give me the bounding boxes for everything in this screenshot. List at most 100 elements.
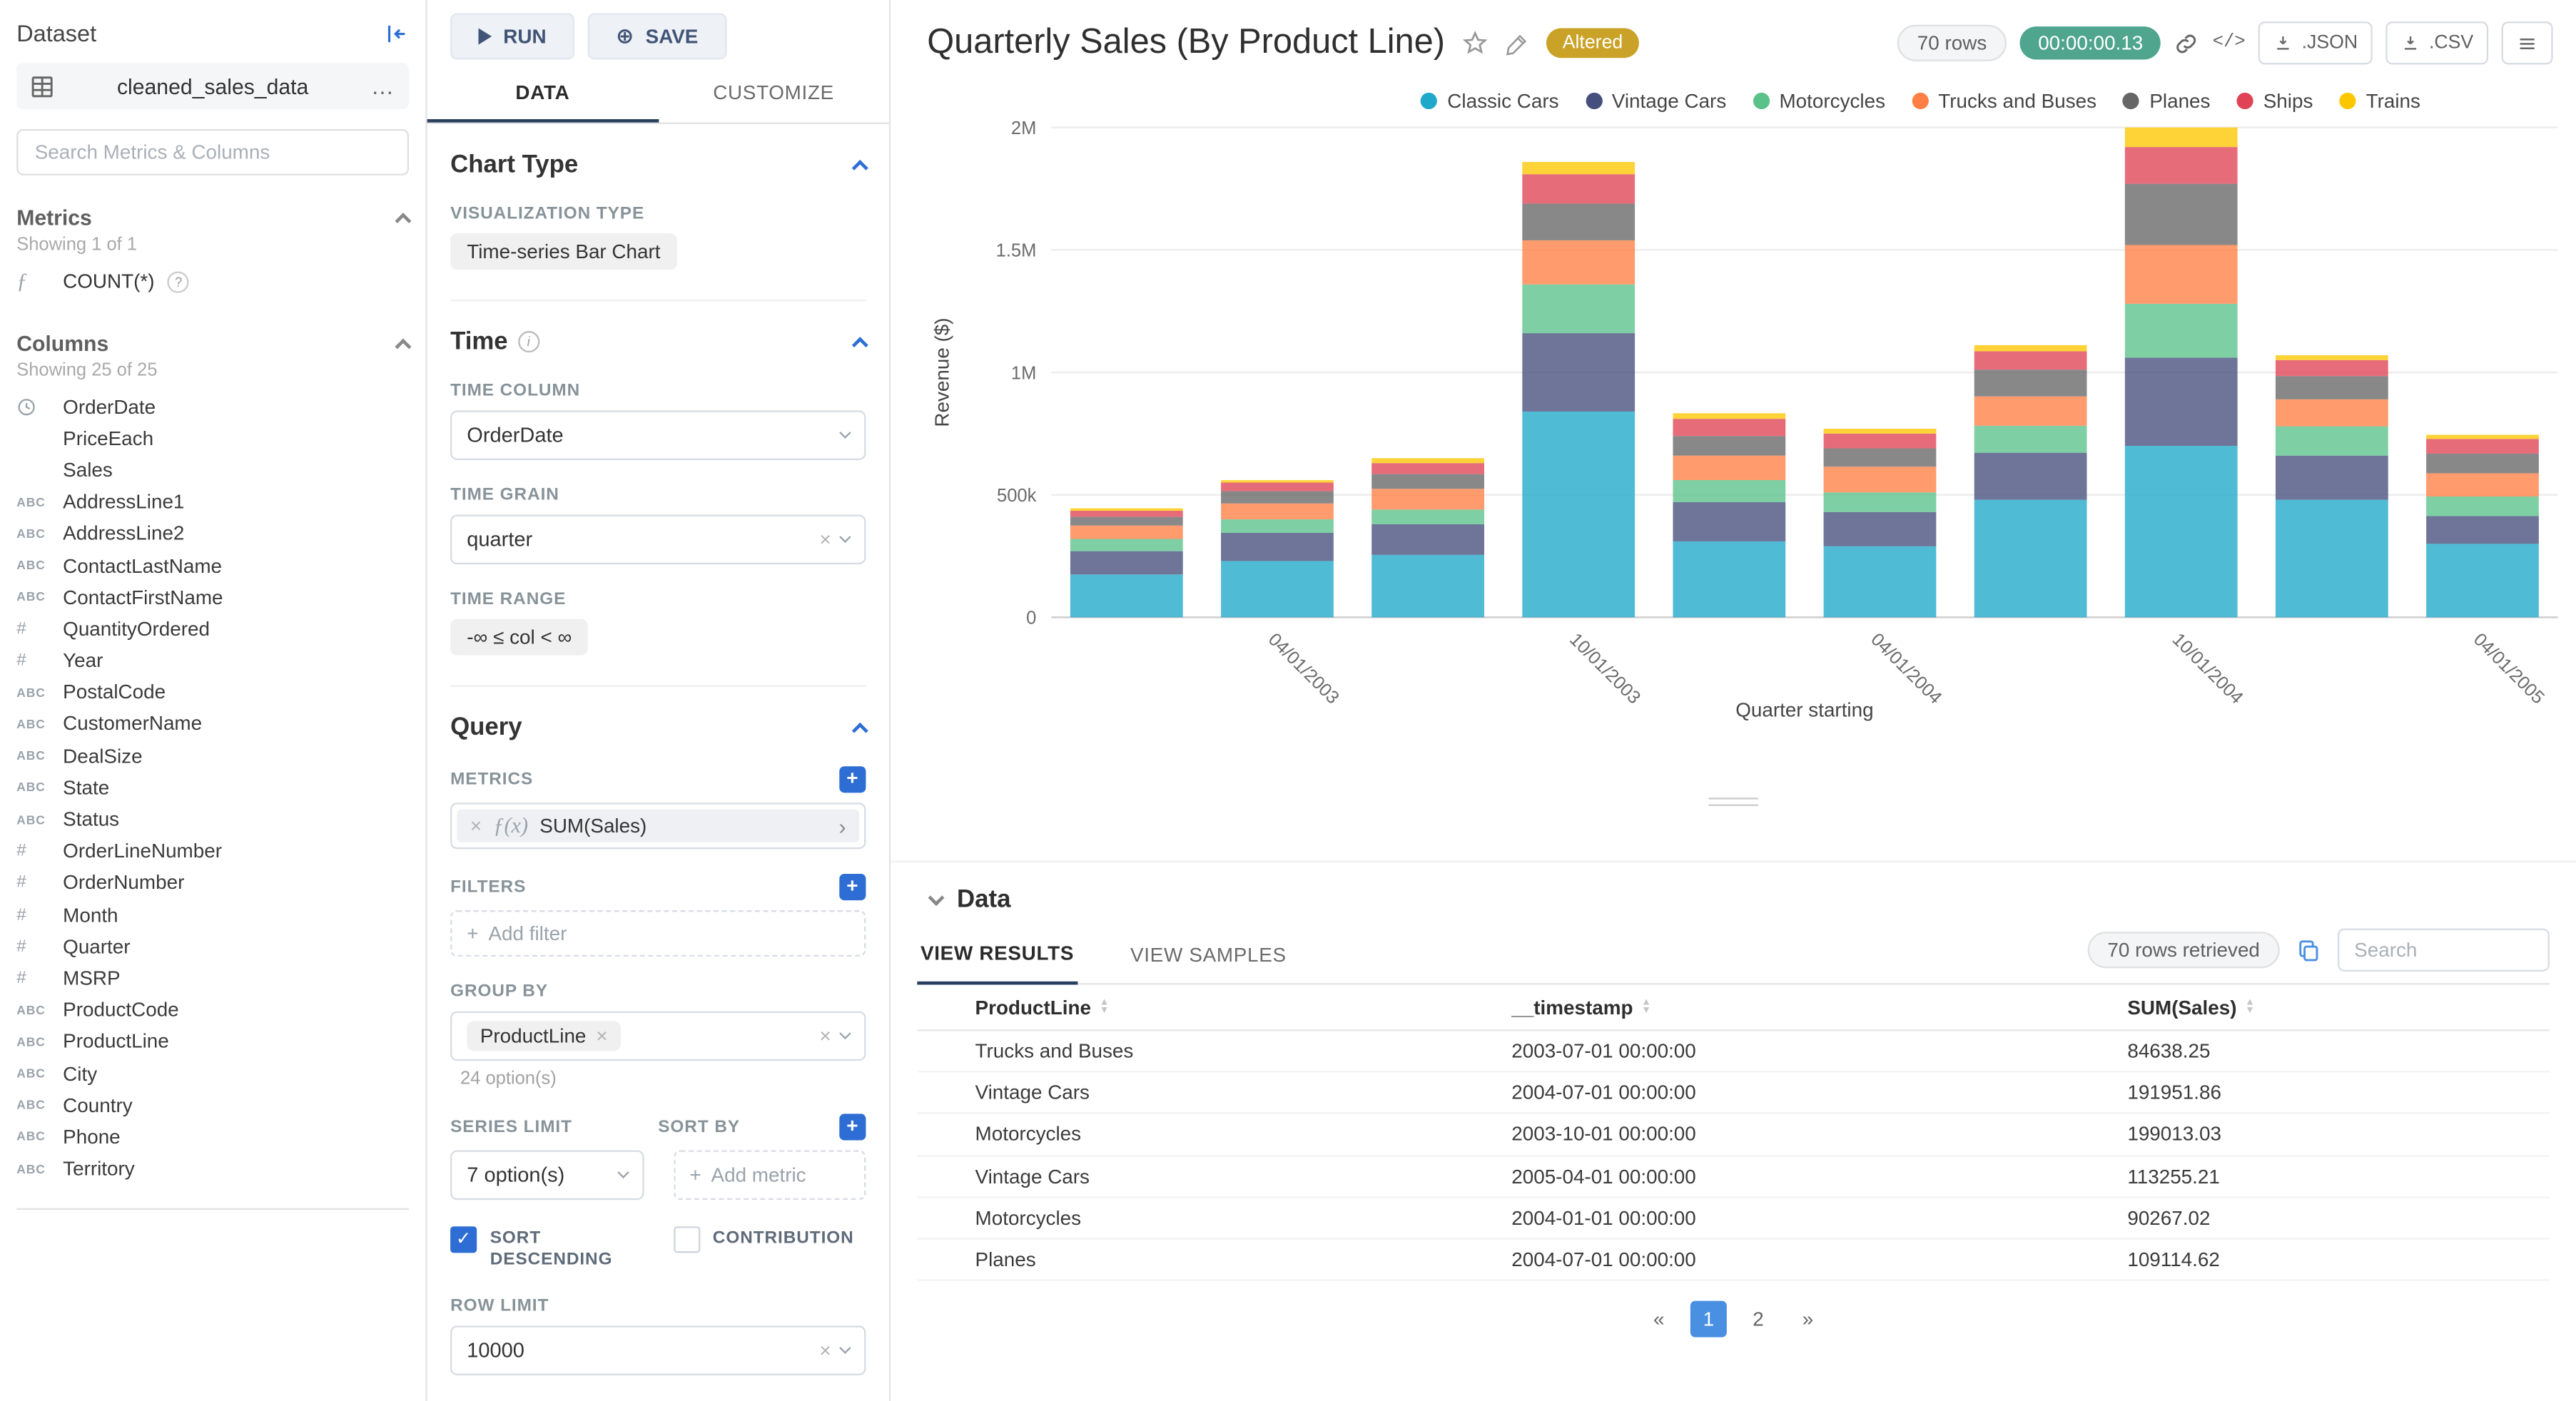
column-item-Phone[interactable]: ABC Phone: [16, 1121, 409, 1153]
bar-segment-classic-cars[interactable]: [1371, 554, 1484, 618]
more-options-menu-icon[interactable]: [2501, 21, 2553, 65]
column-item-ProductCode[interactable]: ABC ProductCode: [16, 994, 409, 1026]
bar-segment-ships[interactable]: [1221, 482, 1334, 491]
sort-icon[interactable]: ▲ ▼: [2245, 997, 2255, 1016]
favorite-star-icon[interactable]: [1461, 30, 1488, 56]
bar-segment-motorcycles[interactable]: [2124, 303, 2238, 358]
group-by-select[interactable]: ProductLine × ×: [450, 1011, 866, 1061]
bar-segment-ships[interactable]: [1522, 174, 1636, 204]
bar-segment-vintage-cars[interactable]: [1371, 524, 1484, 555]
altered-badge[interactable]: Altered: [1546, 28, 1640, 58]
bar-segment-vintage-cars[interactable]: [2124, 357, 2238, 447]
column-item-Status[interactable]: ABC Status: [16, 803, 409, 835]
bar-segment-motorcycles[interactable]: [1823, 492, 1937, 512]
chevron-up-icon[interactable]: [395, 338, 412, 355]
bar-segment-vintage-cars[interactable]: [1974, 452, 2087, 500]
bar-segment-planes[interactable]: [2275, 376, 2388, 399]
bar-segment-motorcycles[interactable]: [2426, 496, 2539, 516]
column-item-CustomerName[interactable]: ABC CustomerName: [16, 708, 409, 740]
sort-icon[interactable]: ▲ ▼: [1099, 997, 1110, 1016]
bar-segment-trains[interactable]: [2275, 355, 2388, 360]
bar-segment-vintage-cars[interactable]: [2426, 516, 2539, 544]
bar-segment-trains[interactable]: [1371, 458, 1484, 464]
bar-segment-motorcycles[interactable]: [1974, 425, 2087, 453]
add-sort-metric-button[interactable]: +: [839, 1114, 866, 1141]
bar-segment-classic-cars[interactable]: [1522, 411, 1636, 618]
bar-segment-ships[interactable]: [1070, 511, 1183, 517]
bar-segment-trucks-and-buses[interactable]: [2275, 399, 2388, 427]
legend-item-ships[interactable]: Ships: [2236, 89, 2313, 113]
column-item-ContactFirstName[interactable]: ABC ContactFirstName: [16, 581, 409, 613]
bar-segment-ships[interactable]: [2124, 147, 2238, 184]
column-item-Country[interactable]: ABC Country: [16, 1089, 409, 1121]
help-icon[interactable]: ?: [168, 270, 190, 292]
bar-segment-trains[interactable]: [2426, 434, 2539, 439]
bar-segment-trains[interactable]: [1221, 480, 1334, 483]
bar-segment-trucks-and-buses[interactable]: [1070, 525, 1183, 539]
bar-segment-classic-cars[interactable]: [2124, 446, 2238, 618]
group-by-tag[interactable]: ProductLine ×: [467, 1021, 622, 1051]
bar-segment-trains[interactable]: [1823, 428, 1937, 434]
bar-segment-trucks-and-buses[interactable]: [1522, 240, 1636, 285]
column-item-PriceEach[interactable]: PriceEach: [16, 422, 409, 454]
time-range-tag[interactable]: -∞ ≤ col < ∞: [450, 618, 589, 656]
metric-pill[interactable]: × ƒ(x) SUM(Sales) ›: [457, 809, 860, 842]
copy-to-clipboard-icon[interactable]: [2296, 937, 2321, 962]
column-item-ProductLine[interactable]: ABC ProductLine: [16, 1026, 409, 1058]
bar-segment-motorcycles[interactable]: [1673, 480, 1786, 503]
column-item-OrderNumber[interactable]: # OrderNumber: [16, 867, 409, 899]
download-csv-button[interactable]: .CSV: [2385, 21, 2489, 65]
bar-segment-classic-cars[interactable]: [2426, 544, 2539, 618]
bar-segment-planes[interactable]: [2426, 453, 2539, 474]
table-row[interactable]: Motorcycles 2004-01-01 00:00:00 90267.02: [917, 1198, 2550, 1240]
bar-segment-planes[interactable]: [1823, 448, 1937, 467]
bar-segment-ships[interactable]: [1823, 433, 1937, 449]
column-item-Month[interactable]: # Month: [16, 899, 409, 931]
tab-customize[interactable]: CUSTOMIZE: [713, 81, 834, 105]
clear-icon[interactable]: ×: [819, 528, 831, 551]
checkbox-unchecked-icon[interactable]: [673, 1226, 700, 1253]
bar-segment-trucks-and-buses[interactable]: [1673, 455, 1786, 481]
table-row[interactable]: Vintage Cars 2005-04-01 00:00:00 113255.21: [917, 1156, 2550, 1198]
legend-item-motorcycles[interactable]: Motorcycles: [1753, 89, 1885, 113]
page-button-1[interactable]: 1: [1690, 1300, 1727, 1338]
bar-segment-vintage-cars[interactable]: [1823, 511, 1937, 546]
bar-segment-trains[interactable]: [1673, 413, 1786, 419]
column-item-MSRP[interactable]: # MSRP: [16, 962, 409, 994]
chart-area[interactable]: Classic Cars Vintage Cars Motorcycles Truck…: [891, 79, 2576, 741]
legend-item-trucks-and-buses[interactable]: Trucks and Buses: [1912, 89, 2096, 113]
bar-segment-trucks-and-buses[interactable]: [1974, 396, 2087, 426]
bar-segment-trucks-and-buses[interactable]: [1823, 467, 1937, 493]
column-item-Territory[interactable]: ABC Territory: [16, 1153, 409, 1185]
bar-segment-vintage-cars[interactable]: [2275, 455, 2388, 500]
embed-code-icon[interactable]: </>: [2212, 33, 2246, 54]
legend-item-vintage-cars[interactable]: Vintage Cars: [1585, 89, 1726, 113]
metric-item[interactable]: ƒ COUNT(*) ?: [16, 255, 409, 301]
clear-icon[interactable]: ×: [819, 1339, 831, 1363]
time-column-select[interactable]: OrderDate: [450, 410, 866, 460]
column-header-ProductLine[interactable]: ProductLine ▲ ▼: [975, 996, 1512, 1019]
remove-tag-icon[interactable]: ×: [596, 1024, 608, 1048]
run-button[interactable]: RUN: [450, 13, 575, 60]
column-item-OrderLineNumber[interactable]: # OrderLineNumber: [16, 835, 409, 867]
bar-segment-motorcycles[interactable]: [1221, 519, 1334, 533]
bar-segment-trucks-and-buses[interactable]: [2124, 245, 2238, 304]
bar-segment-motorcycles[interactable]: [1371, 509, 1484, 524]
bar-segment-ships[interactable]: [2426, 439, 2539, 454]
column-item-Year[interactable]: # Year: [16, 645, 409, 677]
bar-segment-vintage-cars[interactable]: [1522, 333, 1636, 412]
bar-segment-vintage-cars[interactable]: [1673, 502, 1786, 541]
table-row[interactable]: Trucks and Buses 2003-07-01 00:00:00 84638…: [917, 1031, 2550, 1073]
column-item-OrderDate[interactable]: OrderDate: [16, 391, 409, 423]
bar-segment-planes[interactable]: [1974, 370, 2087, 397]
clear-icon[interactable]: ×: [819, 1024, 831, 1048]
sort-icon[interactable]: ▲ ▼: [1641, 997, 1651, 1016]
bar-segment-motorcycles[interactable]: [2275, 426, 2388, 456]
chevron-up-icon[interactable]: [851, 337, 868, 354]
column-item-Sales[interactable]: Sales: [16, 454, 409, 486]
column-item-AddressLine2[interactable]: ABC AddressLine2: [16, 518, 409, 550]
bar-segment-classic-cars[interactable]: [1070, 574, 1183, 618]
column-header-__timestamp[interactable]: __timestamp ▲ ▼: [1511, 996, 2127, 1019]
remove-metric-icon[interactable]: ×: [470, 814, 482, 837]
bar-segment-trains[interactable]: [1070, 508, 1183, 511]
